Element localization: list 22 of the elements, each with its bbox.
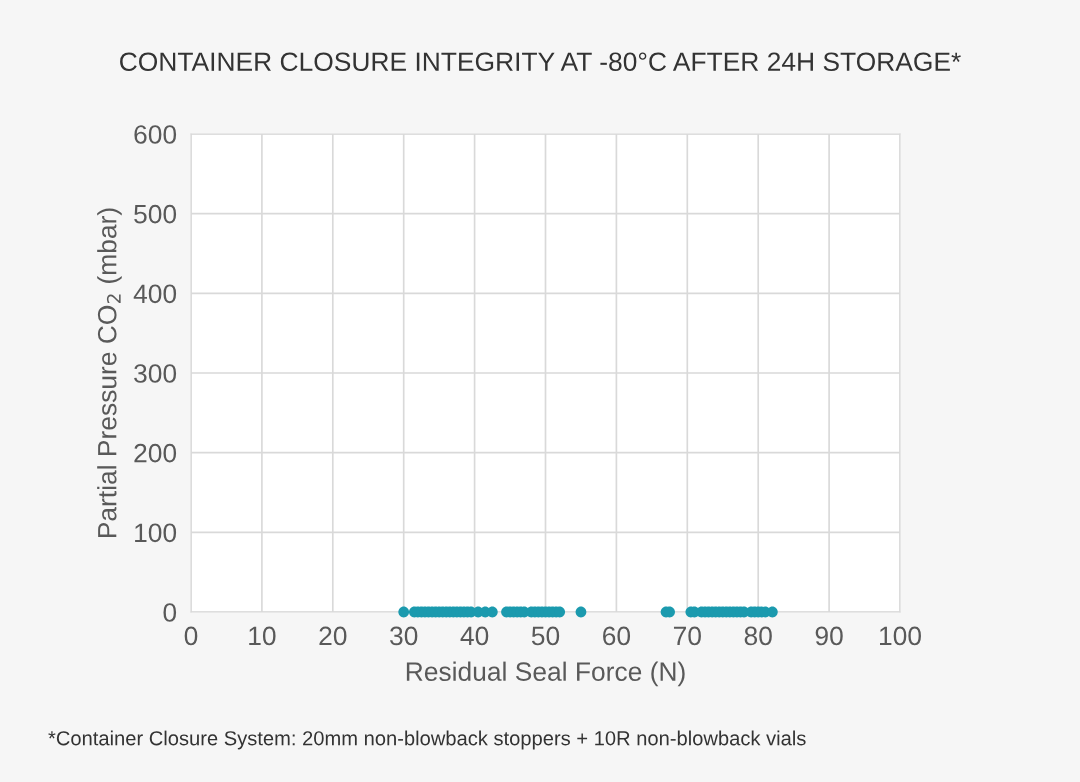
- x-tick-label: 90: [815, 626, 843, 646]
- y-tick-label: 600: [134, 125, 177, 144]
- x-tick-label: 40: [460, 626, 489, 646]
- x-tick-label: 50: [531, 626, 560, 646]
- x-tick-label: 70: [673, 626, 701, 646]
- x-tick-label: 60: [603, 626, 631, 646]
- y-tick-label: 400: [133, 284, 177, 304]
- x-tick-label: 10: [249, 626, 276, 646]
- x-tick-label: 30: [390, 626, 418, 646]
- x-tick-label: 20: [319, 626, 347, 646]
- y-tick-label: 0: [163, 603, 177, 622]
- y-tick-label: 100: [135, 523, 177, 543]
- y-axis-title: Partial Pressure CO$_{2}$ (mbar): [97, 208, 122, 538]
- y-tick-label: 300: [134, 364, 177, 383]
- x-tick-label: 0: [184, 626, 198, 646]
- x-axis-title: Residual Seal Force (N): [406, 661, 685, 687]
- x-tick-label: 80: [744, 626, 772, 646]
- chart-title: CONTAINER CLOSURE INTEGRITY AT -80°C AFTER 24H STORAGE*: [120, 52, 961, 72]
- y-tick-label: 500: [134, 204, 177, 224]
- y-tick-label: 200: [134, 443, 177, 463]
- text: *Container Closure System: 20mm non-blowback stoppers + 10R non-blowback vials: [48, 730, 806, 750]
- x-tick-label: 100: [880, 626, 921, 646]
